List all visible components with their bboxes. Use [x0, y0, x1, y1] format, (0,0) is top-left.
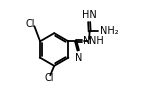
Text: N: N	[83, 36, 91, 46]
Text: HN: HN	[82, 10, 96, 20]
Text: Cl: Cl	[26, 19, 35, 29]
Text: N: N	[75, 53, 82, 63]
Text: NH₂: NH₂	[100, 26, 118, 36]
Text: Cl: Cl	[44, 73, 54, 83]
Text: NH: NH	[89, 36, 104, 46]
